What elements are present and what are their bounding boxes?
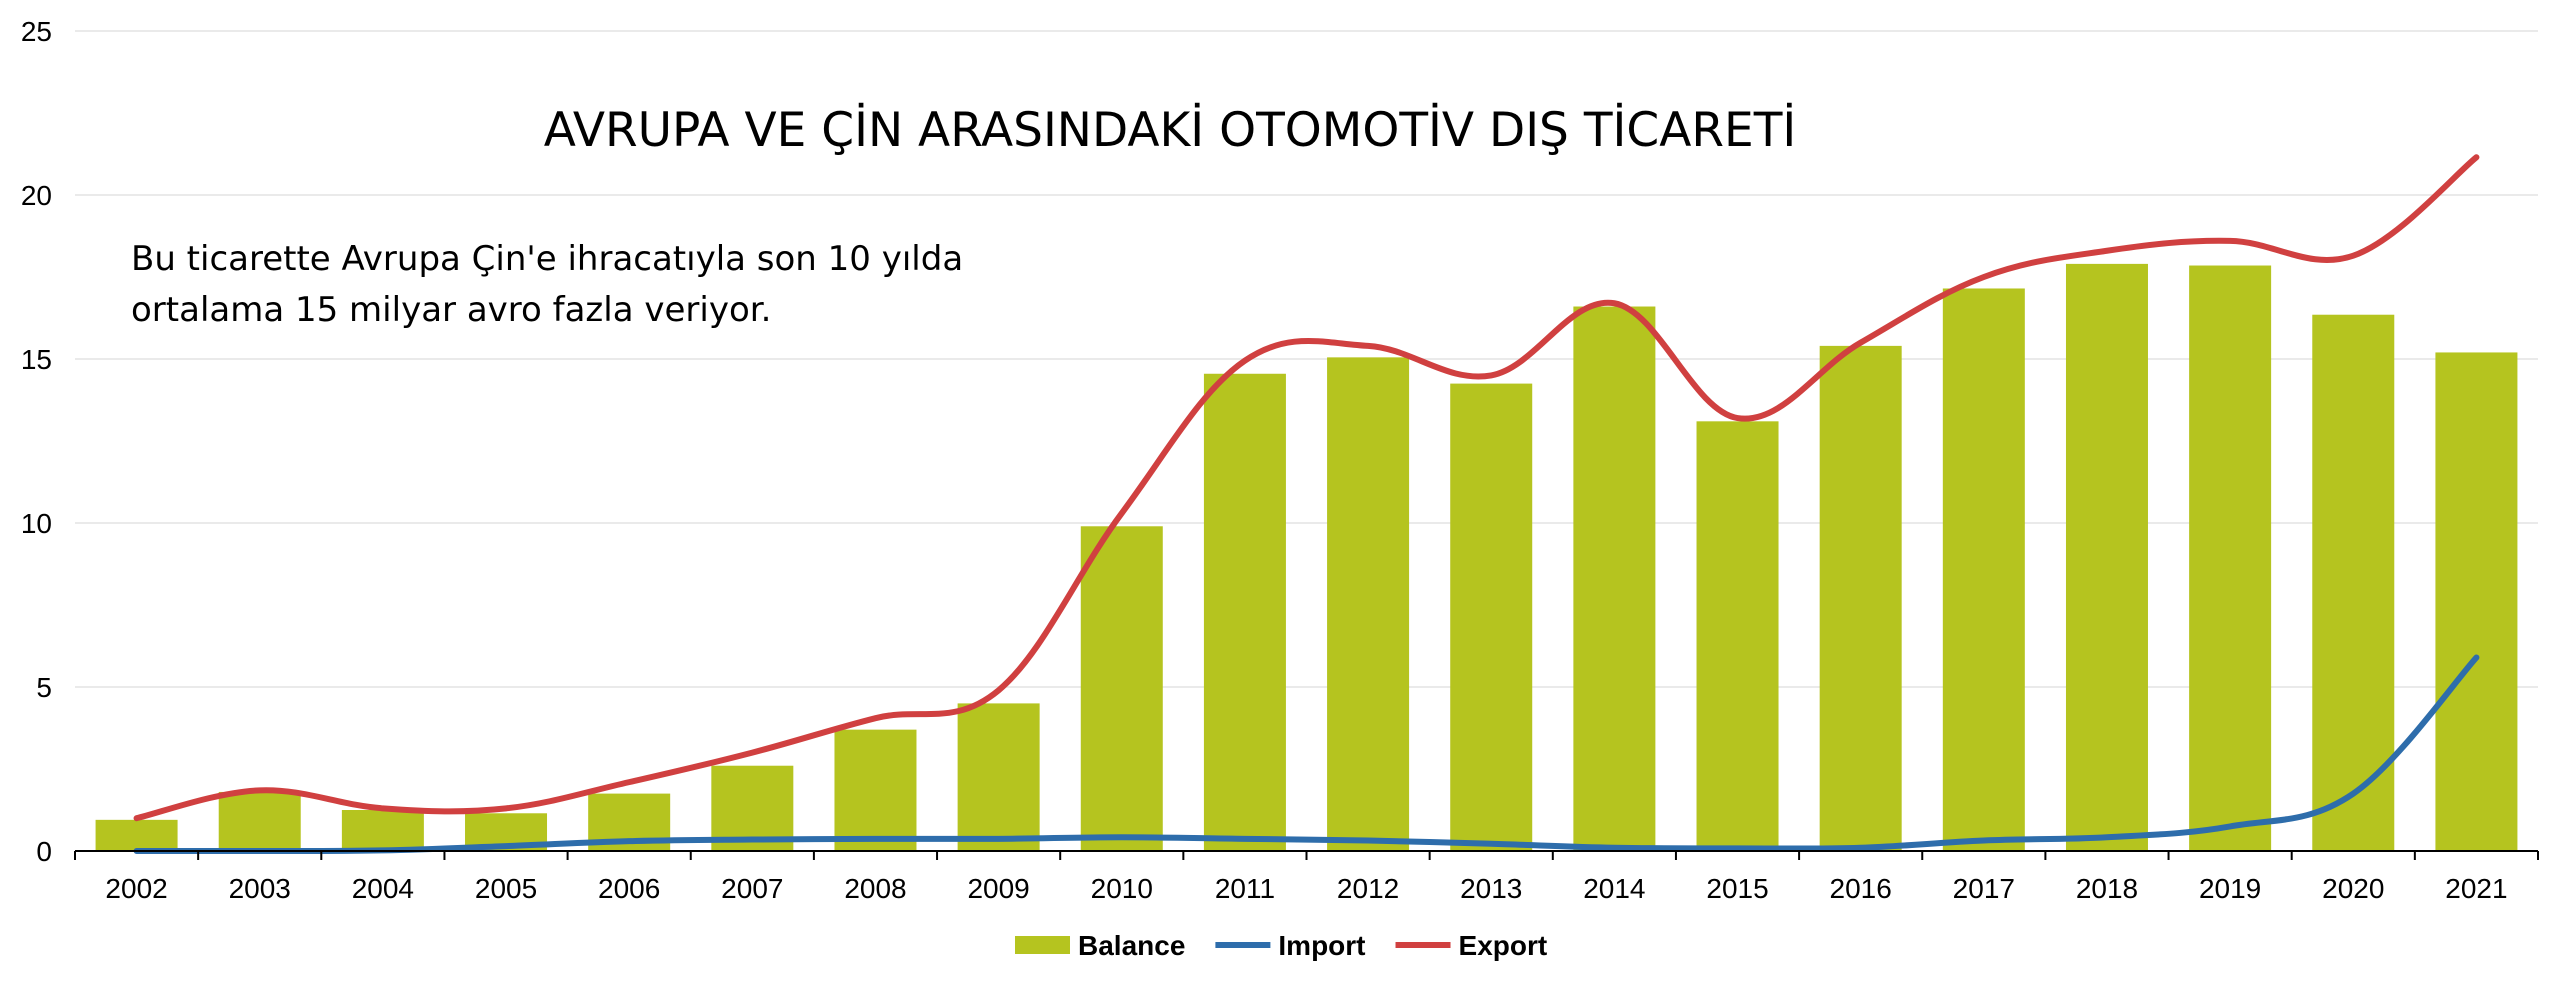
x-tick-label: 2021 [2445, 873, 2507, 904]
bar-balance-2018 [2065, 263, 2148, 851]
x-tick-label: 2014 [1583, 873, 1645, 904]
x-tick-label: 2018 [2076, 873, 2138, 904]
y-tick-label: 15 [21, 344, 52, 375]
bar-balance-2015 [1696, 421, 1779, 851]
bar-balance-2013 [1450, 383, 1533, 851]
x-tick-label: 2011 [1215, 873, 1275, 904]
x-tick-label: 2002 [105, 873, 167, 904]
bar-balance-2019 [2189, 265, 2272, 851]
bar-balance-2017 [1942, 288, 2025, 852]
x-tick-label: 2003 [229, 873, 291, 904]
bar-balance-2014 [1573, 306, 1656, 851]
y-tick-label: 25 [21, 16, 52, 47]
bar-balance-2010 [1080, 526, 1163, 851]
x-tick-label: 2004 [352, 873, 414, 904]
bar-balance-2016 [1819, 345, 1902, 851]
line-export [133, 154, 2480, 822]
x-tick-label: 2015 [1706, 873, 1768, 904]
legend-label-balance: Balance [1078, 930, 1185, 961]
x-tick-label: 2005 [475, 873, 537, 904]
y-tick-label: 20 [21, 180, 52, 211]
axes: 0 5 10 15 20 25 2002 2003 2004 2005 2006 2007 2008 20… [21, 16, 2539, 904]
legend-label-import: Import [1278, 930, 1365, 961]
y-tick-label: 5 [36, 672, 52, 703]
x-tick-label: 2013 [1460, 873, 1522, 904]
line-import [133, 654, 2480, 855]
x-tick-label: 2010 [1091, 873, 1153, 904]
legend-swatch-balance [1015, 936, 1070, 954]
bar-balance-2012 [1327, 357, 1410, 851]
x-tick-label: 2012 [1337, 873, 1399, 904]
bar-balance-2004 [341, 810, 424, 851]
x-tick-label: 2008 [844, 873, 906, 904]
x-tick-label: 2009 [967, 873, 1029, 904]
x-tick-label: 2006 [598, 873, 660, 904]
chart-title: AVRUPA VE ÇİN ARASINDAKİ OTOMOTİV DIŞ Tİ… [544, 103, 1797, 158]
x-tick-label: 2007 [721, 873, 783, 904]
bar-balance-2020 [2312, 314, 2395, 852]
annotation-line-2: ortalama 15 milyar avro fazla veriyor. [131, 290, 771, 330]
x-tick-label: 2020 [2322, 873, 2384, 904]
series-lines [133, 154, 2480, 855]
legend-label-export: Export [1459, 930, 1548, 961]
legend: Balance Import Export [1015, 930, 1547, 961]
x-tick-label: 2017 [1953, 873, 2015, 904]
bar-balance-2009 [957, 703, 1040, 851]
y-tick-label: 10 [21, 508, 52, 539]
bar-balance-2002 [95, 819, 178, 851]
bar-balance-2003 [218, 791, 301, 851]
annotation-line-1: Bu ticarette Avrupa Çin'e ihracatıyla so… [131, 239, 963, 279]
bar-balance-2008 [834, 729, 917, 851]
balance-bars [95, 263, 2518, 852]
x-tick-label: 2016 [1830, 873, 1892, 904]
y-tick-label: 0 [36, 836, 52, 867]
bar-balance-2021 [2435, 352, 2518, 851]
bar-balance-2011 [1203, 373, 1286, 851]
x-tick-label: 2019 [2199, 873, 2261, 904]
